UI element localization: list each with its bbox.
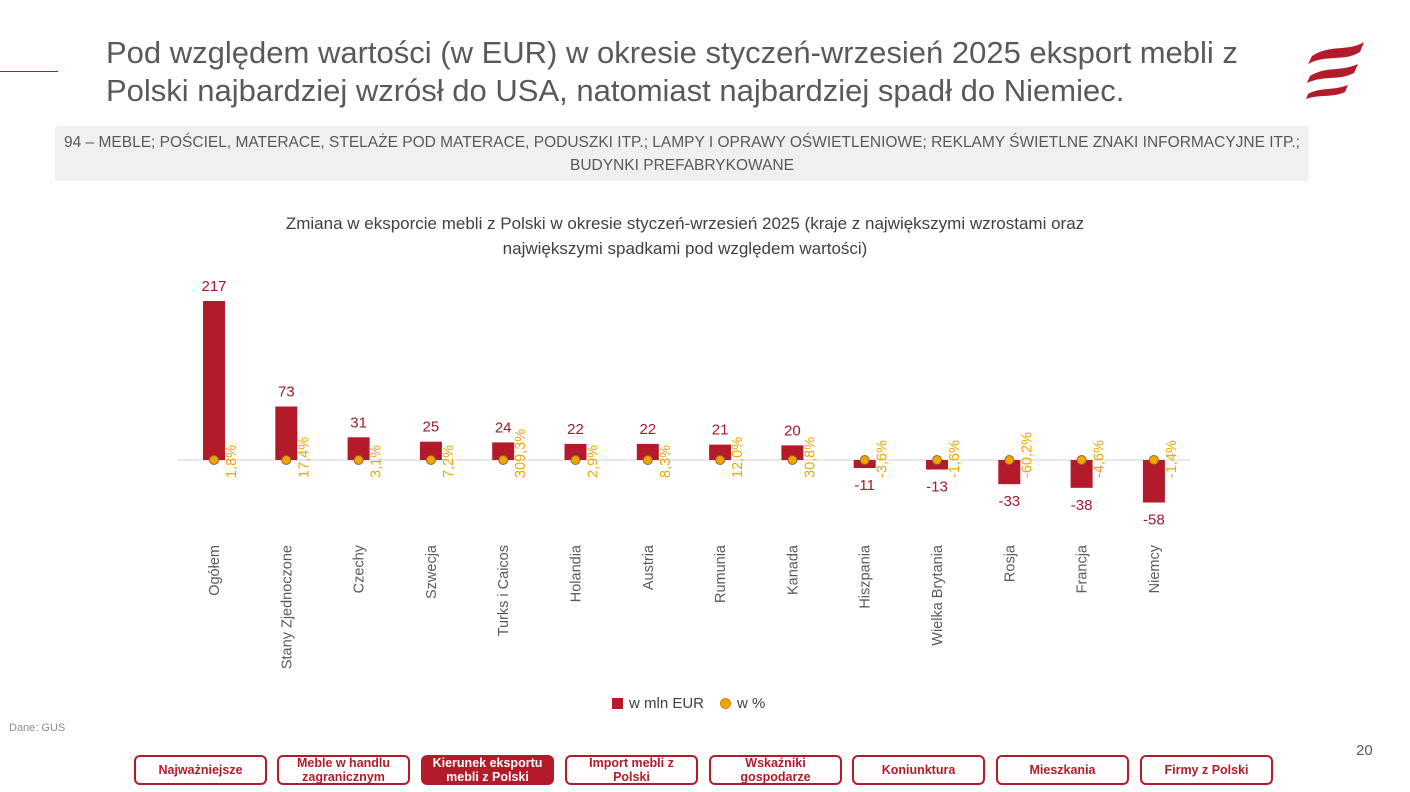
bar-value-label: 31 xyxy=(350,414,367,431)
category-label: Szwecja xyxy=(424,544,440,599)
category-label: Rosja xyxy=(1002,544,1018,582)
percent-marker-4 xyxy=(498,455,509,465)
category-subtitle: 94 – MEBLE; POŚCIEL, MATERACE, STELAŻE P… xyxy=(55,126,1309,181)
nav-button-import-mebli[interactable]: Import mebli z Polski xyxy=(565,755,698,785)
legend-dot-swatch xyxy=(720,698,732,709)
nav-button-firmy-z-polski[interactable]: Firmy z Polski xyxy=(1140,755,1273,785)
percent-label: 7,2% xyxy=(441,445,457,478)
bar-value-label: 24 xyxy=(495,419,512,436)
nav-button-kierunek-eksportu[interactable]: Kierunek eksportu mebli z Polski xyxy=(421,755,554,785)
legend-dot-label: w % xyxy=(737,695,766,712)
percent-label: -1,6% xyxy=(947,440,963,478)
legend-bar-swatch xyxy=(612,698,623,709)
chart-legend: w mln EUR w % xyxy=(612,695,765,712)
bar-1 xyxy=(275,406,298,460)
bar-value-label: 22 xyxy=(639,421,656,438)
bar-value-label: 217 xyxy=(201,278,226,295)
bar-value-label: 22 xyxy=(567,421,584,438)
bar-value-label: -13 xyxy=(926,479,948,496)
percent-marker-1 xyxy=(281,455,292,465)
percent-marker-0 xyxy=(209,455,219,465)
bar-value-label: -58 xyxy=(1143,511,1165,528)
bar-7 xyxy=(709,444,732,460)
nav-button-wskazniki[interactable]: Wskaźniki gospodarze xyxy=(709,755,842,785)
percent-marker-3 xyxy=(425,455,436,465)
nav-button-najwazniejsze[interactable]: Najważniejsze xyxy=(134,755,267,785)
bar-2 xyxy=(347,437,370,460)
page-number: 20 xyxy=(1356,742,1373,759)
page-title: Pod względem wartości (w EUR) w okresie … xyxy=(106,35,1238,108)
percent-label: 2,9% xyxy=(586,445,602,478)
chart-title: Zmiana w eksporcie mebli z Polski w okre… xyxy=(285,214,1085,258)
nav-button-label: Najważniejsze xyxy=(158,763,243,777)
bar-value-label: 25 xyxy=(423,419,440,436)
brand-logo-icon xyxy=(1306,42,1364,99)
nav-button-label: Wskaźniki gospodarze xyxy=(740,756,811,784)
nav-button-koniunktura[interactable]: Koniunktura xyxy=(852,755,985,785)
percent-label: -4,6% xyxy=(1092,440,1108,478)
percent-marker-12 xyxy=(1076,455,1087,465)
percent-label: -1,4% xyxy=(1164,440,1180,478)
percent-label: 17,4% xyxy=(296,437,312,478)
category-label: Czechy xyxy=(352,544,368,593)
percent-marker-7 xyxy=(715,455,726,465)
bar-8 xyxy=(781,445,804,460)
bottom-navigation: Najważniejsze Meble w handlu zagraniczny… xyxy=(0,755,1410,789)
bar-value-label: -11 xyxy=(854,477,875,494)
accent-line xyxy=(0,71,58,72)
percent-label: -60,2% xyxy=(1019,432,1035,478)
percent-marker-8 xyxy=(787,455,798,465)
percent-label: 3,1% xyxy=(369,445,385,478)
category-label: Austria xyxy=(641,544,657,590)
bar-value-label: 73 xyxy=(278,384,295,401)
percent-label: 309,3% xyxy=(513,429,529,478)
bar-value-label: -38 xyxy=(1071,497,1093,514)
percent-marker-9 xyxy=(859,455,870,465)
percent-label: 12,0% xyxy=(730,437,746,478)
bar-0 xyxy=(203,301,225,460)
bar-4 xyxy=(492,442,515,460)
percent-marker-13 xyxy=(1148,455,1159,465)
bar-value-label: 21 xyxy=(712,422,729,439)
nav-button-mieszkania[interactable]: Mieszkania xyxy=(996,755,1129,785)
source-note: Dane: GUS xyxy=(9,722,66,734)
percent-label: 30,8% xyxy=(802,437,818,478)
percent-marker-2 xyxy=(353,455,364,465)
nav-button-meble-w-handlu[interactable]: Meble w handlu zagranicznym xyxy=(277,755,410,785)
category-label: Holandia xyxy=(569,544,585,602)
bar-value-label: -33 xyxy=(998,493,1020,510)
category-label: Hiszpania xyxy=(858,544,874,609)
bar-value-label: 20 xyxy=(784,422,801,439)
nav-button-label: Firmy z Polski xyxy=(1164,763,1249,777)
category-label: Wielka Brytania xyxy=(930,544,946,646)
percent-label: 8,3% xyxy=(658,445,674,478)
category-label: Francja xyxy=(1075,544,1091,593)
bar-13 xyxy=(1142,460,1165,503)
nav-button-label: Import mebli z Polski xyxy=(589,756,674,784)
bar-11 xyxy=(998,460,1021,485)
category-label: Niemcy xyxy=(1147,544,1163,593)
nav-button-label: Meble w handlu zagranicznym xyxy=(296,756,391,784)
nav-button-label: Koniunktura xyxy=(881,763,956,777)
category-label: Turks i Caicos xyxy=(496,545,512,636)
nav-button-label: Mieszkania xyxy=(1029,763,1096,777)
bar-6 xyxy=(636,443,659,460)
percent-marker-11 xyxy=(1004,455,1015,465)
percent-label: 1,8% xyxy=(224,445,240,478)
percent-marker-10 xyxy=(932,455,942,465)
bar-12 xyxy=(1070,460,1093,488)
percent-marker-5 xyxy=(570,455,581,465)
percent-marker-6 xyxy=(642,455,653,465)
nav-button-label: Kierunek eksportu mebli z Polski xyxy=(432,756,543,784)
legend-bar-label: w mln EUR xyxy=(629,695,705,712)
category-label: Rumunia xyxy=(713,544,729,603)
bar-3 xyxy=(419,441,442,460)
category-label: Ogółem xyxy=(207,545,223,596)
bar-5 xyxy=(564,443,587,460)
percent-label: -3,6% xyxy=(875,440,891,478)
category-label: Stany Zjednoczone xyxy=(279,545,295,669)
category-label: Kanada xyxy=(785,544,801,595)
